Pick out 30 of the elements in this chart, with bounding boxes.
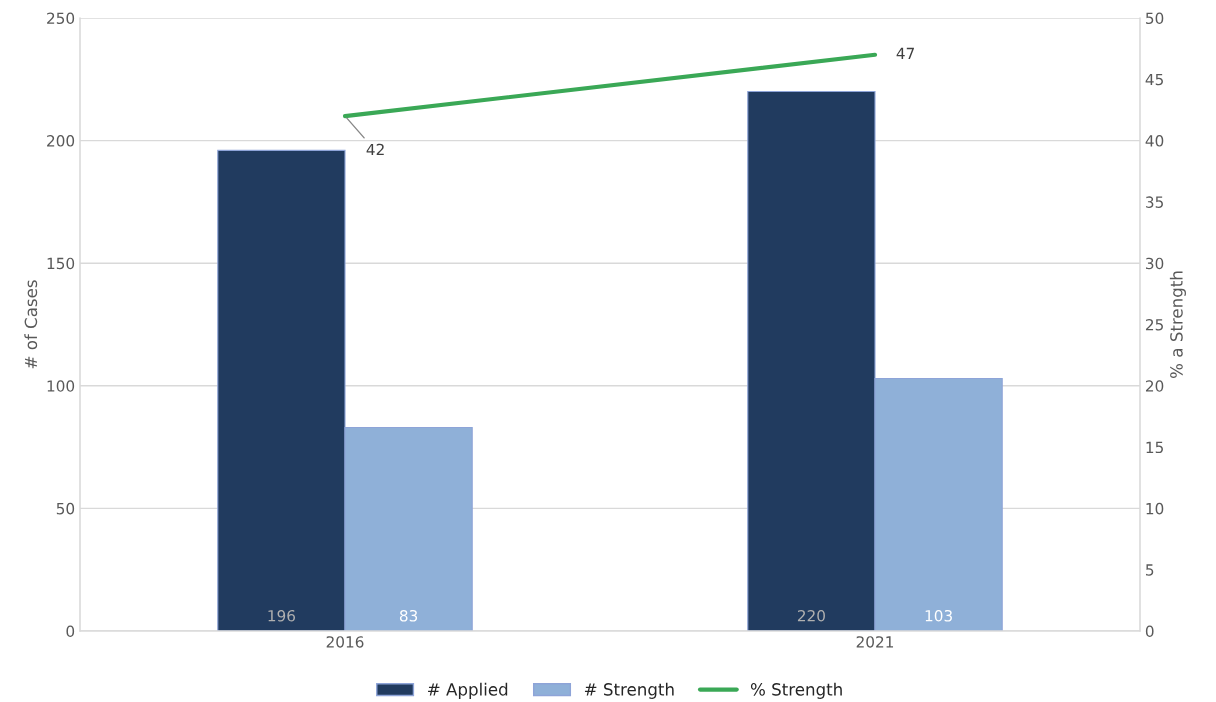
- x-tick-label: 2021: [856, 636, 894, 648]
- data-label: 47: [896, 47, 914, 59]
- y-axis-title: # of Cases: [24, 280, 38, 369]
- y2-tick-label: 40: [1145, 135, 1164, 147]
- y-tick-label: 250: [47, 12, 75, 25]
- legend-label: # Applied: [428, 682, 508, 699]
- y2-tick-label: 25: [1145, 318, 1163, 331]
- y2-tick-label: 35: [1146, 196, 1163, 208]
- data-label: 103: [925, 609, 952, 622]
- legend-label: % Strength: [750, 682, 842, 699]
- data-label: 220: [797, 609, 825, 622]
- y2-axis-title: % a Strength: [1169, 271, 1186, 378]
- y2-tick-label: 0: [1145, 625, 1154, 638]
- x-tick-label: 2016: [326, 636, 364, 648]
- y2-tick-label: 50: [1146, 12, 1164, 25]
- y-tick-label: 0: [66, 625, 75, 638]
- y-tick-label: 50: [56, 502, 75, 515]
- y2-tick-label: 15: [1146, 441, 1163, 454]
- y2-tick-label: 10: [1146, 502, 1164, 515]
- y2-tick-label: 20: [1145, 380, 1164, 392]
- legend-label: # Strength: [584, 682, 674, 699]
- y-tick-label: 200: [47, 135, 75, 147]
- y-tick-label: 100: [47, 380, 75, 392]
- y2-tick-label: 45: [1145, 73, 1163, 86]
- data-label: 196: [268, 609, 296, 622]
- y2-tick-label: 5: [1146, 564, 1154, 576]
- data-label: 83: [399, 609, 418, 622]
- y2-tick-label: 30: [1146, 257, 1164, 270]
- data-label: 42: [366, 143, 384, 156]
- y-tick-label: 150: [47, 257, 75, 270]
